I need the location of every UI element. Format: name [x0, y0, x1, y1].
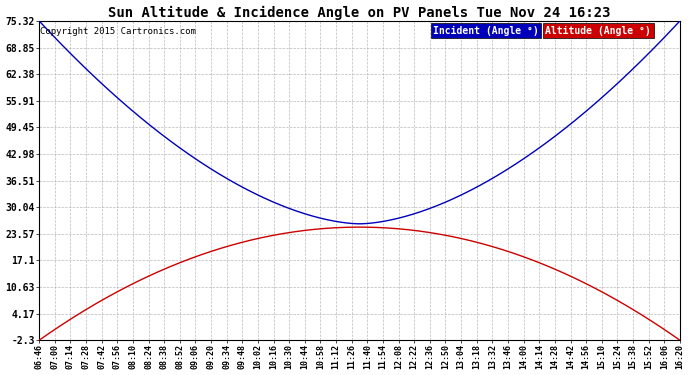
Text: Copyright 2015 Cartronics.com: Copyright 2015 Cartronics.com — [41, 27, 196, 36]
Text: Altitude (Angle °): Altitude (Angle °) — [545, 26, 651, 36]
Title: Sun Altitude & Incidence Angle on PV Panels Tue Nov 24 16:23: Sun Altitude & Incidence Angle on PV Pan… — [108, 6, 611, 20]
Text: Incident (Angle °): Incident (Angle °) — [433, 26, 539, 36]
